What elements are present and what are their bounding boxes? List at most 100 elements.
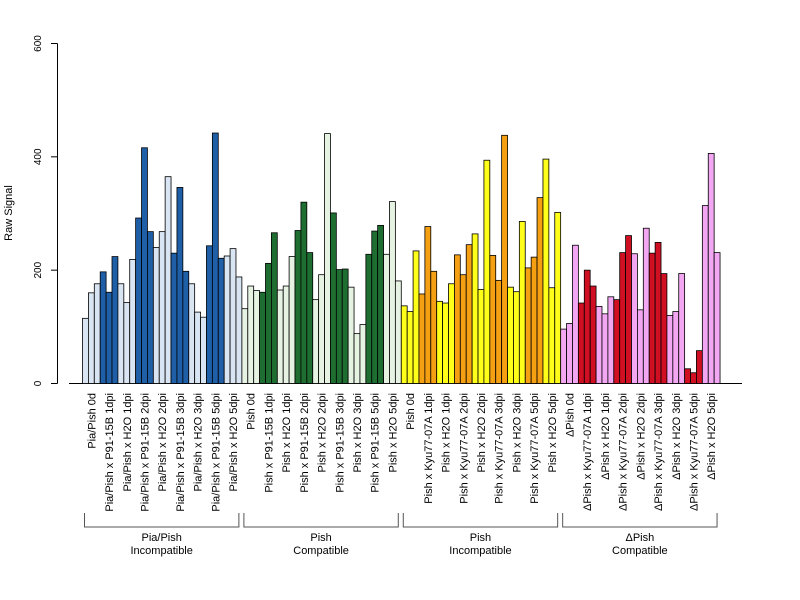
bar [524, 267, 532, 384]
bar [595, 306, 603, 384]
y-axis: 0 200 400 600 [33, 35, 58, 386]
group-bracket [402, 513, 559, 528]
bar [666, 315, 674, 384]
bar [170, 252, 178, 384]
x-tick-label: Pia/Pish x P91-15B 5dpi [210, 393, 222, 512]
group-label-line2: Incompatible [449, 545, 511, 557]
bar [577, 302, 585, 384]
bar [371, 230, 379, 384]
bar [477, 289, 485, 384]
bar [613, 299, 621, 384]
bar [306, 252, 314, 384]
bar [383, 253, 390, 384]
x-tick-label: Pish x Kyu77-07A 2dpi [458, 393, 470, 504]
bar [536, 197, 544, 384]
y-tick-label: 0 [33, 380, 44, 386]
x-tick-label: Pia/Pish x P91-15B 2dpi [139, 393, 151, 512]
bar [696, 350, 703, 384]
x-tick-label: Pish x P91-15B 1dpi [263, 393, 275, 493]
x-tick-label: Pia/Pish x H2O 5dpi [228, 393, 240, 491]
group-bracket [562, 513, 718, 528]
bar [660, 273, 668, 384]
x-tick-label: Pia/Pish x H2O 3dpi [193, 393, 205, 491]
bar [176, 187, 184, 384]
bar [637, 309, 644, 384]
bar [625, 235, 632, 384]
bar [448, 283, 455, 384]
bar [418, 293, 426, 384]
bar [200, 316, 207, 384]
bar [105, 291, 113, 384]
y-tick-label: 400 [33, 148, 44, 165]
x-tick-label: ΔPish x Kyu77-07A 5dpi [688, 393, 700, 511]
x-tick-label: ΔPish x H2O 1dpi [600, 393, 612, 480]
x-tick-label: Pish x H2O 2dpi [317, 393, 329, 472]
bar [335, 269, 343, 384]
x-tick-label: Pish x P91-15B 2dpi [299, 393, 311, 493]
bar [223, 255, 231, 384]
x-tick-label: Pish 0d [405, 393, 417, 430]
bar [642, 227, 650, 384]
group-bracket [243, 513, 399, 528]
bar [394, 280, 402, 384]
bar [276, 289, 284, 384]
bar [654, 241, 662, 384]
x-tick-label: ΔPish x H2O 3dpi [671, 393, 683, 480]
bar [589, 285, 597, 384]
bar [141, 147, 148, 384]
x-tick-label: ΔPish 0d [565, 393, 577, 437]
bar [82, 317, 89, 384]
bar [318, 274, 325, 384]
bar [560, 328, 567, 384]
bar [341, 268, 349, 384]
bar [601, 313, 609, 384]
y-tick-label: 200 [33, 261, 44, 278]
x-tick-label: ΔPish x H2O 5dpi [706, 393, 718, 480]
bar [424, 226, 432, 384]
bar [583, 269, 591, 384]
x-tick-label: ΔPish x Kyu77-07A 3dpi [653, 393, 665, 511]
bar [217, 257, 225, 384]
bar [135, 217, 142, 384]
bar [117, 283, 125, 384]
bar [412, 250, 420, 384]
bar [270, 232, 278, 384]
bar [713, 252, 721, 384]
bar [123, 302, 131, 384]
bar [513, 291, 520, 384]
bar [88, 292, 95, 384]
group-label-line1: Pish [310, 532, 331, 544]
x-tick-label: Pish x P91-15B 5dpi [370, 393, 382, 493]
x-tick-label: ΔPish x Kyu77-07A 1dpi [582, 393, 594, 511]
group-label-line2: Compatible [612, 545, 668, 557]
bar [294, 230, 302, 384]
bar [164, 176, 172, 384]
bar [324, 133, 331, 384]
bar [229, 248, 237, 384]
x-tick-label: Pish x H2O 3dpi [352, 393, 364, 472]
bar [507, 286, 514, 384]
x-tick-label: Pia/Pish x P91-15B 3dpi [175, 393, 187, 512]
x-tick-label: Pia/Pish 0d [86, 393, 98, 449]
x-tick-label: Pish x Kyu77-07A 1dpi [423, 393, 435, 504]
bar [282, 285, 290, 384]
bar [707, 153, 715, 384]
bar [430, 270, 438, 384]
x-tick-label: ΔPish x Kyu77-07A 2dpi [618, 393, 630, 511]
x-tick-label: Pia/Pish x H2O 1dpi [122, 393, 134, 491]
bar [377, 224, 384, 384]
bar [501, 134, 508, 384]
bar [607, 296, 615, 384]
bar [548, 287, 556, 384]
bar [672, 311, 680, 384]
bar [684, 368, 691, 384]
bar [631, 253, 638, 384]
bar [459, 274, 467, 384]
bar [554, 211, 562, 384]
bar [442, 302, 449, 384]
x-tick-label: Pia/Pish x H2O 2dpi [157, 393, 169, 491]
bar [530, 256, 538, 384]
y-axis-label: Raw Signal [3, 185, 15, 241]
bar [454, 254, 461, 384]
